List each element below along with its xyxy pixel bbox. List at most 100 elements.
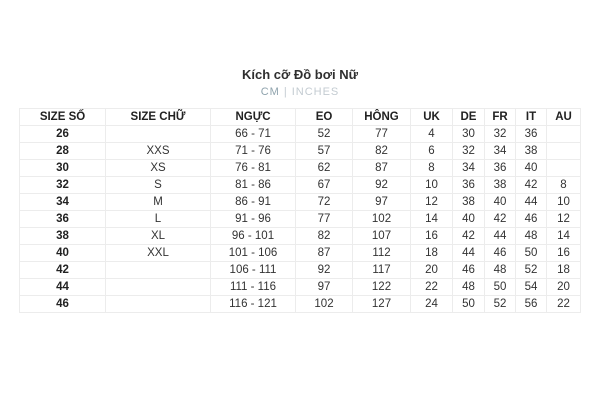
table-cell: 72 bbox=[295, 193, 353, 211]
unit-toggle: CM | INCHES bbox=[0, 86, 600, 99]
table-cell: 46 bbox=[452, 261, 485, 279]
table-cell: 34 bbox=[19, 193, 106, 211]
table-header-cell: SIZE SỐ bbox=[19, 108, 106, 126]
table-header-cell: UK bbox=[410, 108, 453, 126]
table-cell: 97 bbox=[352, 193, 411, 211]
table-cell: 16 bbox=[546, 244, 581, 262]
page-title: Kích cỡ Đồ bơi Nữ bbox=[241, 67, 359, 82]
table-cell: 8 bbox=[410, 159, 453, 177]
table-cell: 56 bbox=[515, 295, 547, 313]
table-row: 40 XXL 101 - 106 87 112 18 44 46 50 16 bbox=[19, 244, 581, 262]
table-cell: 38 bbox=[484, 176, 516, 194]
table-cell: 107 bbox=[352, 227, 411, 245]
table-cell: 20 bbox=[410, 261, 453, 279]
table-cell: 36 bbox=[19, 210, 106, 228]
table-cell: 122 bbox=[352, 278, 411, 296]
table-cell: 52 bbox=[515, 261, 547, 279]
table-cell: 101 - 106 bbox=[210, 244, 296, 262]
table-cell: 36 bbox=[484, 159, 516, 177]
table-cell: 26 bbox=[19, 125, 106, 143]
table-cell: 22 bbox=[546, 295, 581, 313]
table-cell: 67 bbox=[295, 176, 353, 194]
table-cell: 6 bbox=[410, 142, 453, 160]
table-header-cell: SIZE CHỮ bbox=[105, 108, 211, 126]
table-cell: 32 bbox=[452, 142, 485, 160]
table-cell: 77 bbox=[352, 125, 411, 143]
table-cell: 40 bbox=[484, 193, 516, 211]
table-header-cell: DE bbox=[452, 108, 485, 126]
table-cell bbox=[105, 295, 211, 313]
unit-cm-button[interactable]: CM bbox=[260, 86, 280, 98]
table-row: 44 111 - 116 97 122 22 48 50 54 20 bbox=[19, 278, 581, 296]
table-cell: 52 bbox=[484, 295, 516, 313]
table-cell: 44 bbox=[515, 193, 547, 211]
table-cell: 30 bbox=[19, 159, 106, 177]
table-cell: 28 bbox=[19, 142, 106, 160]
table-cell: 44 bbox=[484, 227, 516, 245]
table-cell: 42 bbox=[484, 210, 516, 228]
table-cell: XXL bbox=[105, 244, 211, 262]
table-row: 42 106 - 111 92 117 20 46 48 52 18 bbox=[19, 261, 581, 279]
table-cell: 40 bbox=[452, 210, 485, 228]
unit-inches-button[interactable]: INCHES bbox=[291, 86, 340, 98]
table-cell bbox=[105, 261, 211, 279]
table-cell: 92 bbox=[352, 176, 411, 194]
table-cell: 40 bbox=[515, 159, 547, 177]
table-cell: 76 - 81 bbox=[210, 159, 296, 177]
table-row: 38 XL 96 - 101 82 107 16 42 44 48 14 bbox=[19, 227, 581, 245]
table-row: 32 S 81 - 86 67 92 10 36 38 42 8 bbox=[19, 176, 581, 194]
table-cell: 4 bbox=[410, 125, 453, 143]
table-cell: XXS bbox=[105, 142, 211, 160]
table-cell: 14 bbox=[546, 227, 581, 245]
table-cell: 81 - 86 bbox=[210, 176, 296, 194]
table-cell: 50 bbox=[452, 295, 485, 313]
table-cell: 46 bbox=[484, 244, 516, 262]
table-cell: 42 bbox=[452, 227, 485, 245]
table-cell: XL bbox=[105, 227, 211, 245]
table-cell: 20 bbox=[546, 278, 581, 296]
table-row: 30 XS 76 - 81 62 87 8 34 36 40 bbox=[19, 159, 581, 177]
table-cell bbox=[546, 142, 581, 160]
table-cell: 36 bbox=[515, 125, 547, 143]
unit-separator: | bbox=[283, 86, 288, 98]
table-cell: 77 bbox=[295, 210, 353, 228]
table-cell: 87 bbox=[295, 244, 353, 262]
table-header-cell: FR bbox=[484, 108, 516, 126]
table-row: 26 66 - 71 52 77 4 30 32 36 bbox=[19, 125, 581, 143]
table-cell: 106 - 111 bbox=[210, 261, 296, 279]
table-cell: 34 bbox=[452, 159, 485, 177]
table-row: 28 XXS 71 - 76 57 82 6 32 34 38 bbox=[19, 142, 581, 160]
table-cell: 38 bbox=[452, 193, 485, 211]
table-cell: 44 bbox=[452, 244, 485, 262]
table-cell bbox=[105, 278, 211, 296]
table-cell: 52 bbox=[295, 125, 353, 143]
table-cell: 38 bbox=[19, 227, 106, 245]
table-cell: 112 bbox=[352, 244, 411, 262]
table-cell: S bbox=[105, 176, 211, 194]
table-cell: M bbox=[105, 193, 211, 211]
table-header-cell: EO bbox=[295, 108, 353, 126]
table-cell: L bbox=[105, 210, 211, 228]
table-cell: 34 bbox=[484, 142, 516, 160]
table-cell: 50 bbox=[484, 278, 516, 296]
table-cell: 48 bbox=[484, 261, 516, 279]
table-cell: 10 bbox=[410, 176, 453, 194]
table-cell: 32 bbox=[484, 125, 516, 143]
table-cell: 96 - 101 bbox=[210, 227, 296, 245]
table-cell: 97 bbox=[295, 278, 353, 296]
table-cell: 48 bbox=[515, 227, 547, 245]
table-row: 34 M 86 - 91 72 97 12 38 40 44 10 bbox=[19, 193, 581, 211]
table-cell: 12 bbox=[546, 210, 581, 228]
table-cell: 14 bbox=[410, 210, 453, 228]
table-cell: 22 bbox=[410, 278, 453, 296]
table-cell: 24 bbox=[410, 295, 453, 313]
table-cell: 8 bbox=[546, 176, 581, 194]
table-cell: 48 bbox=[452, 278, 485, 296]
table-header-cell: IT bbox=[515, 108, 547, 126]
table-cell bbox=[546, 159, 581, 177]
table-cell: 66 - 71 bbox=[210, 125, 296, 143]
table-header-cell: HÔNG bbox=[352, 108, 411, 126]
table-cell: 57 bbox=[295, 142, 353, 160]
table-cell: 111 - 116 bbox=[210, 278, 296, 296]
